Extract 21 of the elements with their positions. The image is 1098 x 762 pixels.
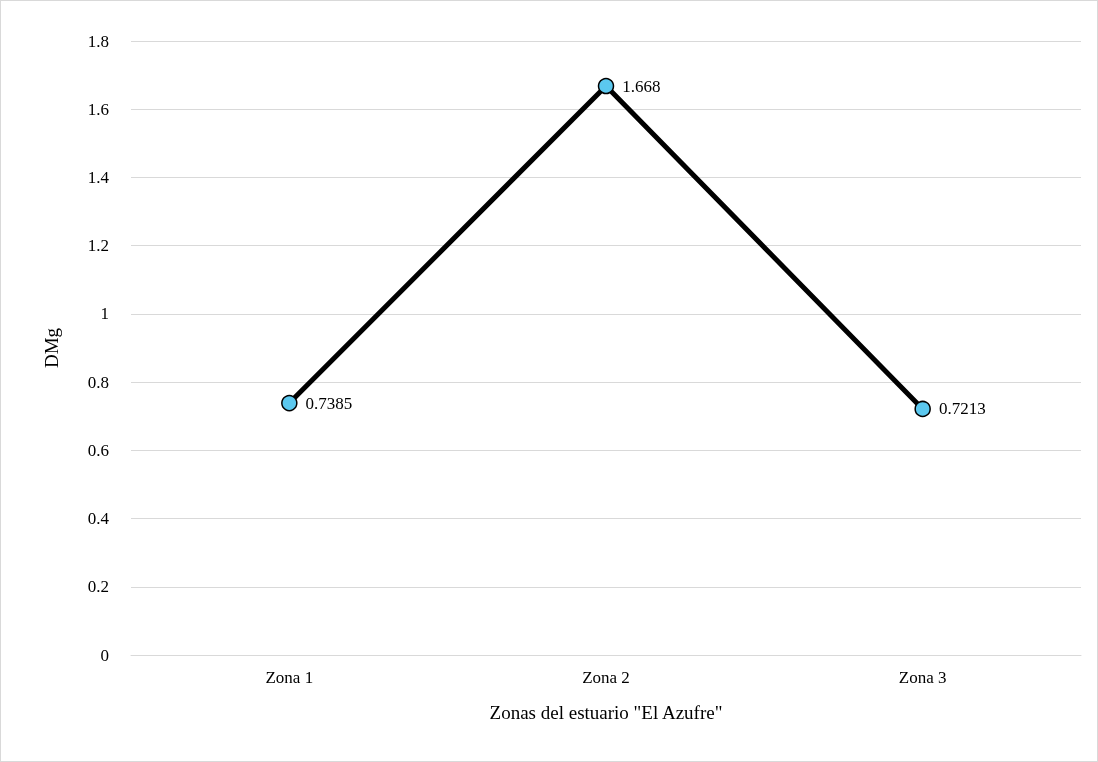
y-tick-label: 1.6 bbox=[87, 99, 109, 119]
y-tick-label: 1.2 bbox=[87, 236, 109, 256]
data-label: 0.7213 bbox=[938, 399, 986, 419]
y-tick-label: 0 bbox=[100, 645, 109, 665]
y-tick-label: 0.8 bbox=[87, 372, 109, 392]
y-tick-label: 0.4 bbox=[87, 509, 110, 529]
y-tick-label: 1 bbox=[100, 304, 109, 324]
y-tick-label: 0.6 bbox=[87, 440, 109, 460]
y-tick-label: 0.2 bbox=[87, 577, 109, 597]
data-label: 1.668 bbox=[622, 76, 661, 96]
y-tick-label: 1.4 bbox=[87, 167, 110, 187]
y-axis-title: DMg bbox=[41, 327, 62, 369]
point bbox=[281, 394, 298, 412]
x-axis-title: Zonas del estuario "El Azufre" bbox=[489, 702, 723, 723]
y-tick-label: 1.8 bbox=[87, 31, 109, 51]
x-tick-label: Zona 3 bbox=[898, 668, 947, 687]
x-tick-label: Zona 1 bbox=[265, 668, 314, 687]
point bbox=[597, 77, 615, 95]
point bbox=[914, 400, 931, 418]
data-label: 0.7385 bbox=[305, 393, 353, 413]
x-tick-label: Zona 2 bbox=[582, 668, 630, 687]
